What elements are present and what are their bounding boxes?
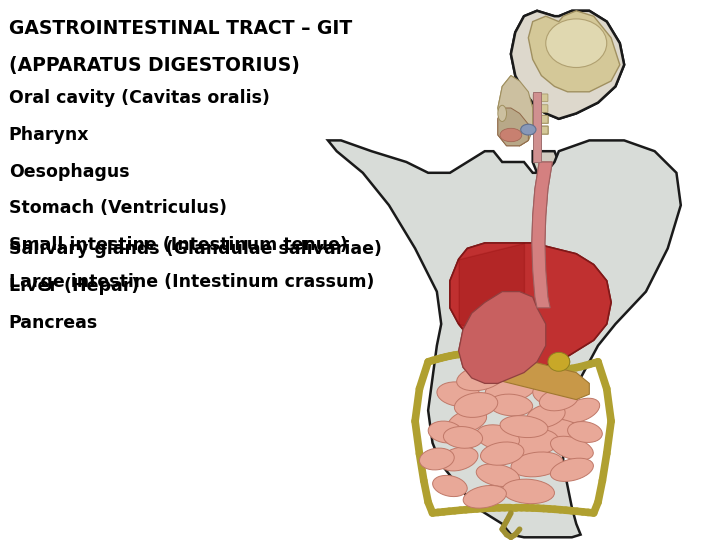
Ellipse shape (448, 409, 487, 433)
Ellipse shape (533, 382, 576, 407)
Ellipse shape (562, 398, 600, 423)
Ellipse shape (539, 419, 587, 445)
Ellipse shape (539, 388, 578, 411)
FancyBboxPatch shape (533, 105, 548, 112)
Polygon shape (498, 108, 528, 146)
Polygon shape (533, 151, 559, 173)
Ellipse shape (454, 393, 498, 417)
Text: GASTROINTESTINAL TRACT – GIT: GASTROINTESTINAL TRACT – GIT (9, 19, 352, 38)
Ellipse shape (480, 442, 524, 465)
Ellipse shape (550, 458, 593, 482)
Polygon shape (459, 292, 546, 383)
Polygon shape (511, 11, 624, 119)
Text: Pancreas: Pancreas (9, 314, 98, 332)
Polygon shape (328, 140, 681, 537)
Text: Salivary glands (Glandulae salivariae): Salivary glands (Glandulae salivariae) (9, 240, 382, 258)
FancyBboxPatch shape (532, 126, 549, 134)
Text: Pharynx: Pharynx (9, 126, 89, 144)
Polygon shape (511, 11, 624, 119)
Polygon shape (498, 108, 528, 146)
Polygon shape (498, 76, 533, 146)
Ellipse shape (476, 425, 519, 450)
Polygon shape (450, 243, 611, 367)
Polygon shape (533, 92, 541, 162)
Ellipse shape (500, 416, 548, 437)
Polygon shape (459, 292, 546, 383)
Polygon shape (528, 11, 620, 92)
Ellipse shape (444, 427, 482, 448)
Text: (APPARATUS DIGESTORIUS): (APPARATUS DIGESTORIUS) (9, 56, 300, 75)
Polygon shape (533, 92, 541, 162)
Polygon shape (498, 76, 533, 146)
Ellipse shape (503, 479, 554, 504)
FancyBboxPatch shape (532, 93, 549, 102)
Ellipse shape (500, 128, 522, 141)
Ellipse shape (548, 352, 570, 372)
Ellipse shape (551, 436, 593, 460)
Ellipse shape (433, 475, 467, 497)
Ellipse shape (511, 452, 563, 477)
Polygon shape (532, 162, 552, 308)
FancyBboxPatch shape (533, 116, 548, 123)
Text: Liver (Hepar): Liver (Hepar) (9, 277, 139, 295)
Ellipse shape (456, 365, 504, 391)
FancyBboxPatch shape (533, 94, 548, 102)
Ellipse shape (498, 105, 507, 122)
Polygon shape (532, 162, 552, 308)
Ellipse shape (420, 448, 454, 470)
Ellipse shape (428, 421, 463, 443)
Ellipse shape (521, 124, 536, 135)
Ellipse shape (439, 447, 478, 471)
Polygon shape (528, 11, 620, 92)
Ellipse shape (463, 485, 506, 508)
Ellipse shape (548, 352, 570, 372)
Polygon shape (450, 243, 611, 367)
Ellipse shape (485, 374, 536, 403)
Ellipse shape (437, 382, 480, 407)
Text: Small intestine (Intestinum tenue): Small intestine (Intestinum tenue) (9, 236, 348, 254)
Ellipse shape (476, 464, 519, 487)
Text: Large intestine (Intestinum crassum): Large intestine (Intestinum crassum) (9, 273, 374, 291)
Ellipse shape (526, 404, 565, 428)
Text: Oesophagus: Oesophagus (9, 163, 130, 180)
Ellipse shape (546, 19, 607, 68)
Ellipse shape (507, 429, 559, 456)
Text: Oral cavity (Cavitas oralis): Oral cavity (Cavitas oralis) (9, 89, 269, 107)
Ellipse shape (546, 19, 607, 68)
FancyBboxPatch shape (532, 104, 549, 113)
Polygon shape (476, 362, 590, 400)
Ellipse shape (521, 124, 536, 135)
Ellipse shape (500, 128, 522, 141)
Text: Stomach (Ventriculus): Stomach (Ventriculus) (9, 199, 227, 217)
FancyBboxPatch shape (532, 115, 549, 124)
Ellipse shape (489, 394, 533, 416)
FancyBboxPatch shape (533, 126, 548, 134)
Ellipse shape (567, 422, 603, 442)
